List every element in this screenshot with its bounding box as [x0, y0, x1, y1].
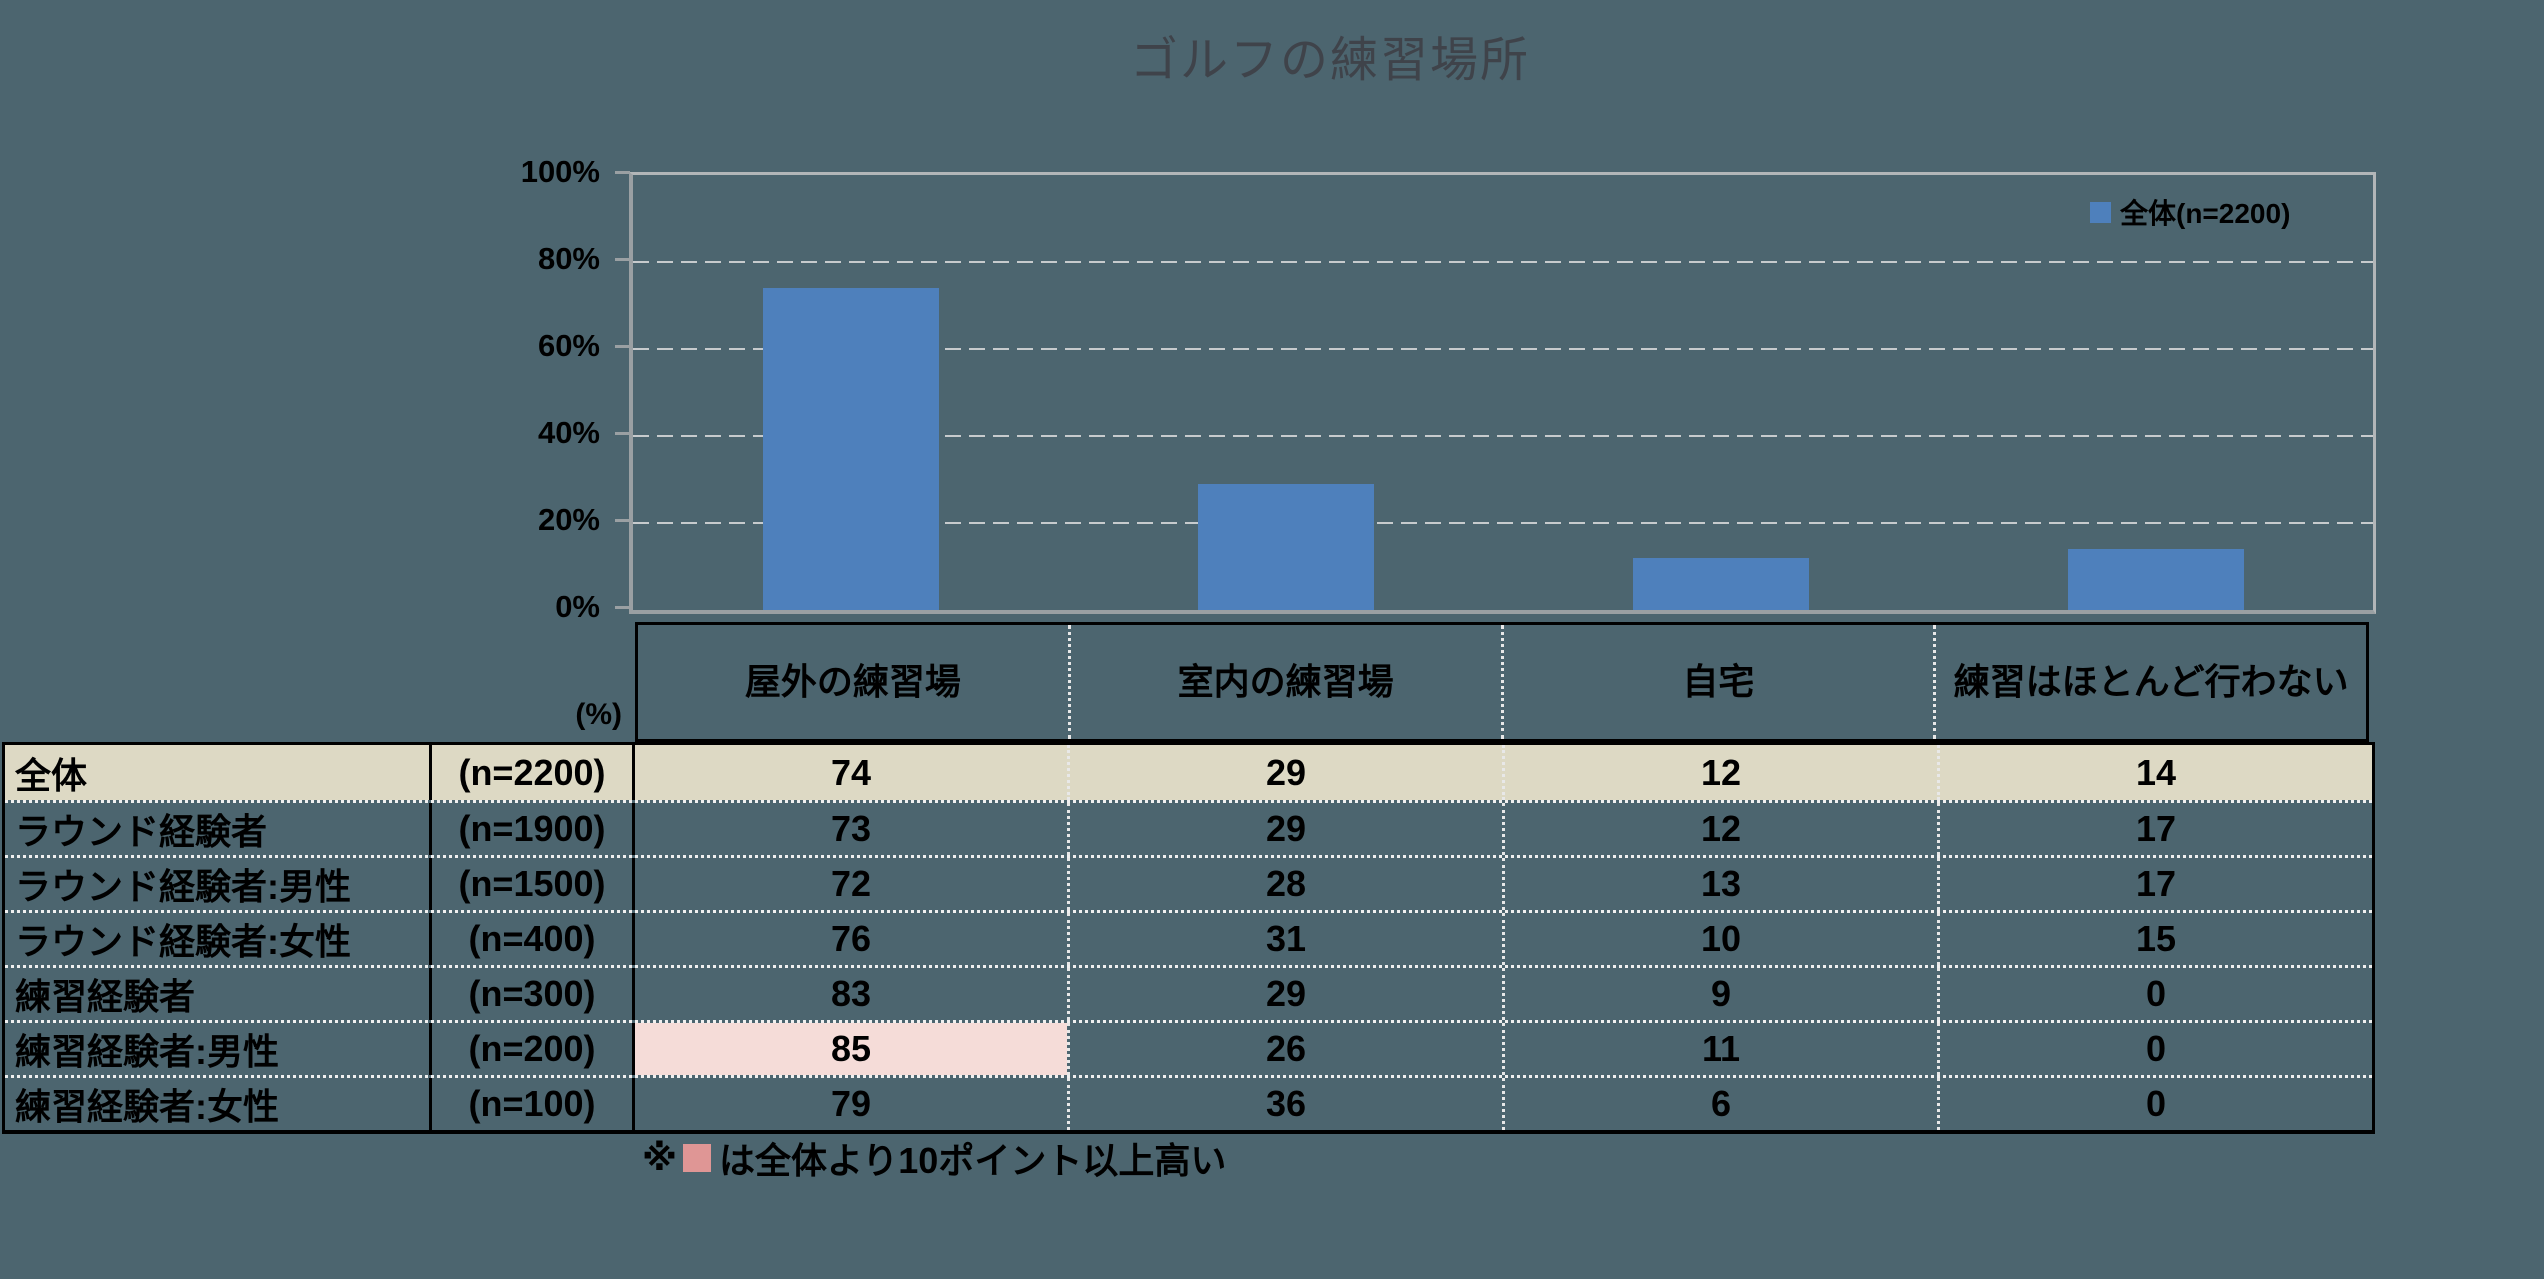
value-cell: 9 — [1502, 968, 1937, 1020]
table-unit-label: (%) — [575, 698, 622, 731]
table-row: ラウンド経験者:女性 (n=400) 76 31 10 15 — [5, 910, 2372, 965]
row-n-cell: (n=300) — [432, 968, 635, 1020]
value-cell: 11 — [1502, 1023, 1937, 1075]
y-tick-mark — [615, 519, 630, 522]
value-cell: 17 — [1937, 803, 2372, 855]
gridline-40% — [633, 435, 2373, 437]
table-row: 全体 (n=2200) 74 29 12 14 — [5, 745, 2372, 800]
y-tick-label-20%: 20% — [537, 502, 600, 537]
y-tick-mark — [615, 171, 630, 174]
y-tick-mark — [615, 432, 630, 435]
table-row: 練習経験者:女性 (n=100) 79 36 6 0 — [5, 1075, 2372, 1130]
bar-自宅 — [1632, 557, 1809, 610]
y-tick-mark — [615, 606, 630, 609]
y-tick-label-0%: 0% — [555, 589, 600, 624]
value-cell: 12 — [1502, 745, 1937, 800]
table-row: ラウンド経験者:男性 (n=1500) 72 28 13 17 — [5, 855, 2372, 910]
value-cell: 13 — [1502, 858, 1937, 910]
row-label-cell: ラウンド経験者:女性 — [5, 913, 432, 965]
table-header-row: 屋外の練習場 室内の練習場 自宅 練習はほとんど行わない — [635, 622, 2369, 742]
value-cell: 6 — [1502, 1078, 1937, 1130]
row-label-cell: 練習経験者 — [5, 968, 432, 1020]
value-cell: 74 — [830, 751, 872, 793]
table-column-header: 練習はほとんど行わない — [1933, 625, 2366, 739]
value-cell: 17 — [1937, 858, 2372, 910]
value-cell: 15 — [1937, 913, 2372, 965]
table-column-header: 屋外の練習場 — [744, 661, 961, 703]
value-cell: 79 — [830, 1083, 872, 1124]
row-n-cell: (n=1900) — [432, 803, 635, 855]
y-tick-label-100%: 100% — [520, 154, 600, 189]
row-n-cell: (n=200) — [432, 1023, 635, 1075]
value-cell: 0 — [1937, 1023, 2372, 1075]
y-tick-label-40%: 40% — [537, 415, 600, 450]
y-tick-label-80%: 80% — [537, 241, 600, 276]
y-tick-label-60%: 60% — [537, 328, 600, 363]
table-row: 練習経験者:男性 (n=200) 85 26 11 0 — [5, 1020, 2372, 1075]
table-row: 練習経験者 (n=300) 83 29 9 0 — [5, 965, 2372, 1020]
footnote: ※ は全体より10ポイント以上高い — [642, 1132, 1226, 1184]
value-cell: 14 — [1937, 745, 2372, 800]
footnote-highlight-swatch-icon — [683, 1144, 711, 1172]
row-label-cell: 練習経験者:女性 — [5, 1078, 432, 1130]
value-cell: 0 — [1937, 968, 2372, 1020]
footnote-text: は全体より10ポイント以上高い — [719, 1140, 1227, 1181]
table-column-header: 室内の練習場 — [1067, 625, 1501, 739]
legend: 全体(n=2200) — [2090, 192, 2290, 232]
value-cell: 10 — [1502, 913, 1937, 965]
gridline-80% — [633, 261, 2373, 263]
value-cell: 29 — [1067, 745, 1502, 800]
value-cell: 12 — [1502, 803, 1937, 855]
chart-title: ゴルフの練習場所 — [1129, 34, 1531, 87]
bar-練習はほとんど行わない — [2067, 549, 2244, 610]
bar-室内の練習場 — [1197, 483, 1374, 610]
value-cell: 85 — [635, 1023, 1067, 1075]
y-tick-mark — [615, 345, 630, 348]
row-n-cell: (n=1500) — [432, 858, 635, 910]
bar-屋外の練習場 — [762, 288, 939, 610]
row-label-cell: 全体 — [5, 745, 432, 800]
gridline-60% — [633, 348, 2373, 350]
value-cell: 28 — [1067, 858, 1502, 910]
row-n-cell: (n=400) — [432, 913, 635, 965]
row-n-cell: (n=100) — [432, 1078, 635, 1130]
row-label-cell: ラウンド経験者 — [5, 803, 432, 855]
value-cell: 83 — [830, 973, 872, 1014]
value-cell: 29 — [1067, 803, 1502, 855]
value-cell: 73 — [830, 808, 872, 849]
legend-marker-icon — [2090, 201, 2111, 223]
value-cell: 29 — [1067, 968, 1502, 1020]
row-n-cell: (n=2200) — [432, 745, 635, 800]
legend-label: 全体(n=2200) — [2120, 198, 2291, 229]
value-cell: 76 — [830, 918, 872, 959]
value-cell: 72 — [830, 863, 872, 904]
table-row: ラウンド経験者 (n=1900) 73 29 12 17 — [5, 800, 2372, 855]
row-label-cell: 練習経験者:男性 — [5, 1023, 432, 1075]
value-cell: 31 — [1067, 913, 1502, 965]
gridline-20% — [633, 522, 2373, 524]
row-label-cell: ラウンド経験者:男性 — [5, 858, 432, 910]
y-tick-mark — [615, 258, 630, 261]
value-cell: 26 — [1067, 1023, 1502, 1075]
footnote-prefix: ※ — [642, 1137, 677, 1178]
table-column-header: 自宅 — [1500, 625, 1934, 739]
table-body: 全体 (n=2200) 74 29 12 14 ラウンド経験者 (n=1900) 73 29 12 1… — [2, 742, 2375, 1134]
value-cell: 0 — [1937, 1078, 2372, 1130]
plot-area — [629, 172, 2376, 614]
value-cell: 36 — [1067, 1078, 1502, 1130]
